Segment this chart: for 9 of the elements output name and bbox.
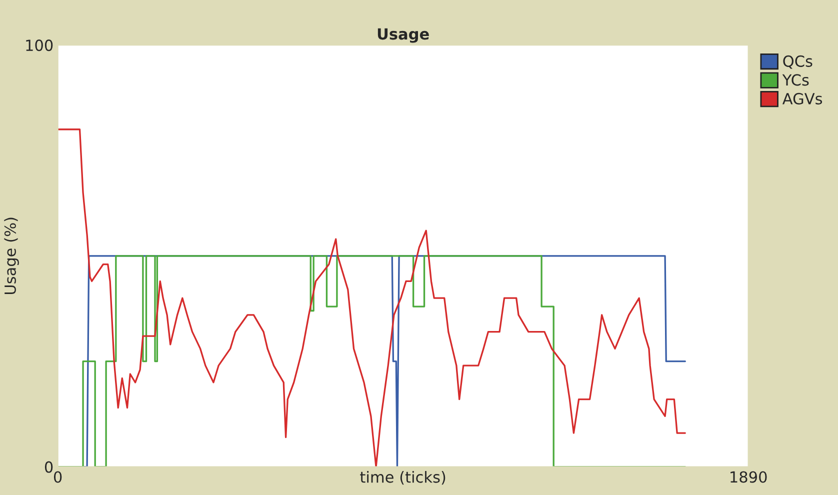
legend-label: AGVs bbox=[782, 92, 822, 104]
legend-label: QCs bbox=[783, 55, 812, 69]
legend-label: YCs bbox=[782, 74, 809, 86]
x-tick-label: 1890 bbox=[730, 471, 767, 483]
chart-title: Usage bbox=[378, 28, 429, 43]
x-axis-title: time (ticks) bbox=[360, 471, 446, 485]
y-tick-label: 100 bbox=[26, 40, 53, 52]
line-series bbox=[58, 128, 686, 467]
y-axis-title: Usage (%) bbox=[4, 218, 19, 294]
